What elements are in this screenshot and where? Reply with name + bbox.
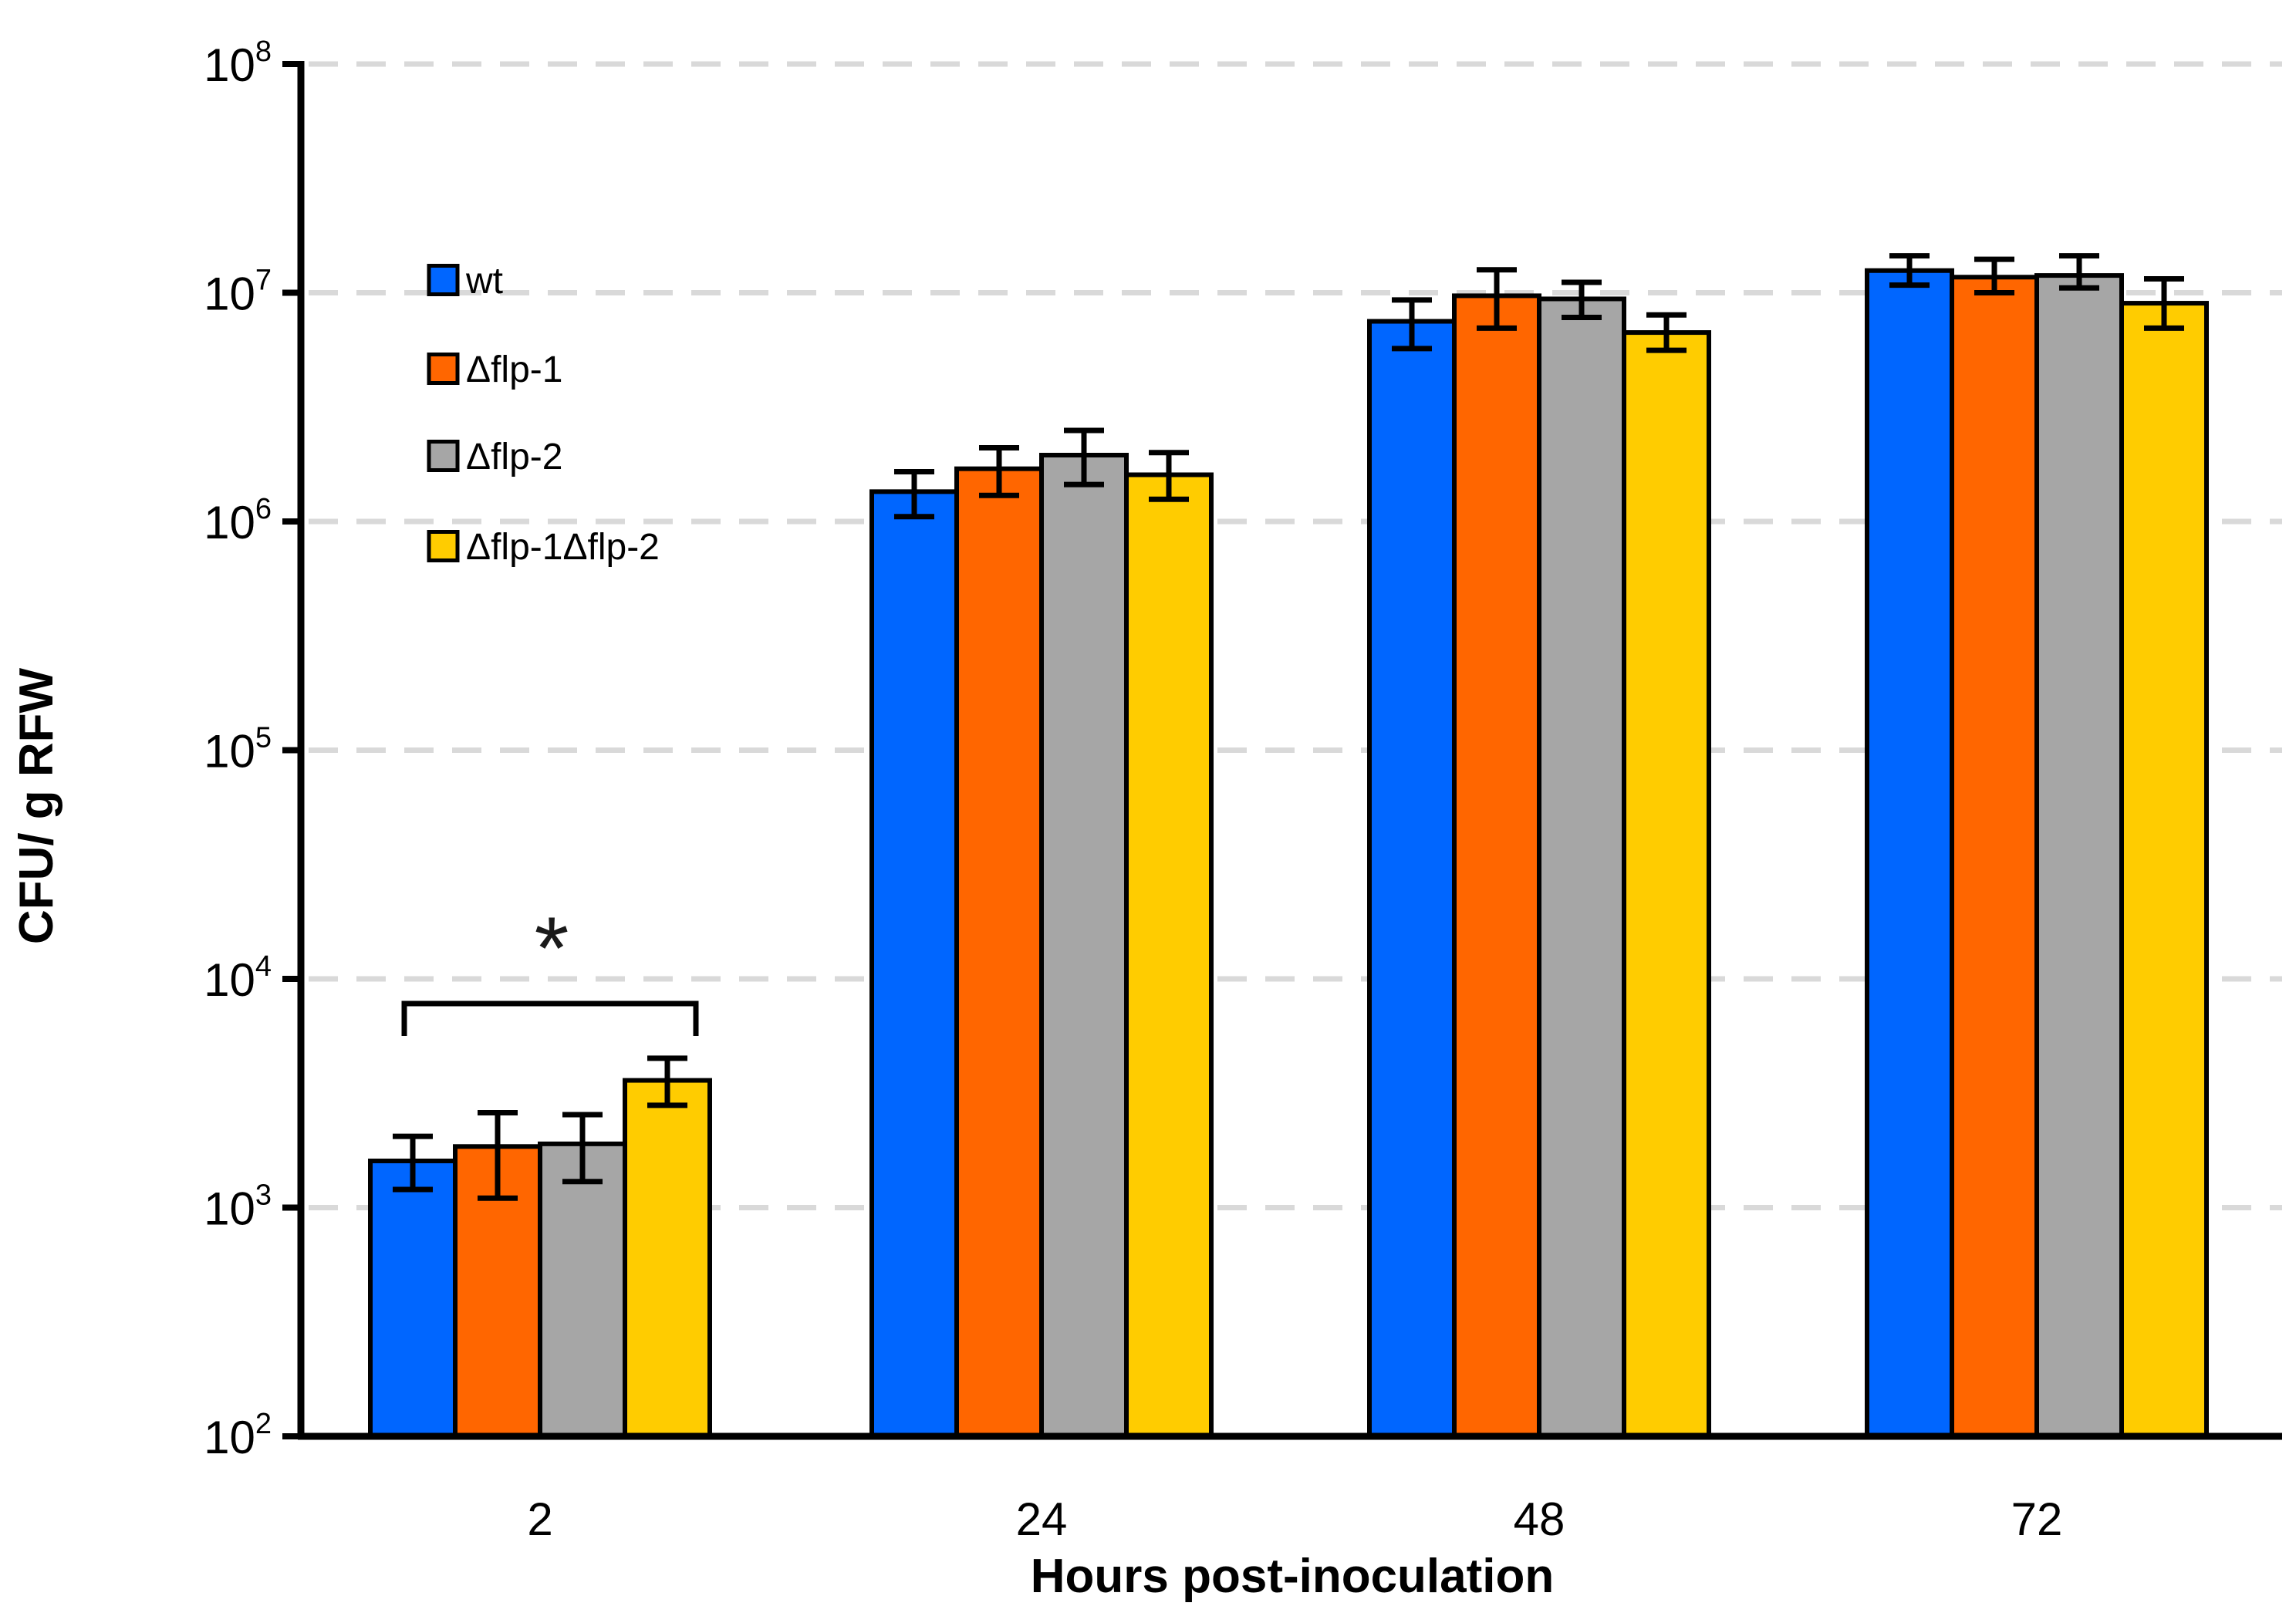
bar-Δflp-2-24h [1039, 453, 1129, 1439]
y-tick-label-1e4: 104 [204, 950, 272, 1006]
significance-asterisk: * [535, 899, 569, 998]
bar-wt-72h [1865, 268, 1954, 1439]
legend-swatch-Δflp-1 [427, 353, 460, 385]
y-axis-title: CFU/ g RFW [10, 667, 63, 945]
significance-bracket [401, 1000, 699, 1036]
legend-label-Δflp-2: Δflp-2 [466, 437, 562, 477]
x-tick-label-72h: 72 [2011, 1493, 2063, 1545]
bar-Δflp-1Δflp-2-48h [1622, 330, 1711, 1439]
bar-wt-48h [1367, 319, 1457, 1439]
x-axis-title: Hours post-inoculation [1030, 1550, 1555, 1603]
y-tick-label-1e7: 107 [204, 265, 272, 320]
bar-wt-24h [869, 489, 959, 1439]
x-tick-label-24h: 24 [1016, 1493, 1068, 1545]
y-tick-label-1e8: 108 [204, 35, 272, 91]
y-tick-label-1e5: 105 [204, 722, 272, 778]
y-tick-label-1e6: 106 [204, 493, 272, 548]
legend-label-wt: wt [465, 261, 503, 302]
y-tick-label-1e2: 102 [204, 1408, 272, 1463]
bar-Δflp-2-48h [1537, 296, 1626, 1439]
bar-Δflp-1-72h [1950, 275, 2039, 1439]
bar-Δflp-1Δflp-2-72h [2119, 301, 2209, 1439]
y-tick-label-1e3: 103 [204, 1179, 272, 1235]
legend-label-Δflp-1Δflp-2: Δflp-1Δflp-2 [466, 527, 660, 568]
bar-Δflp-1-48h [1452, 293, 1541, 1439]
legend-swatch-Δflp-1Δflp-2 [427, 530, 460, 562]
bar-Δflp-1Δflp-2-24h [1124, 472, 1214, 1439]
bar-Δflp-1-24h [954, 466, 1044, 1439]
legend-swatch-Δflp-2 [427, 440, 460, 472]
bar-wt-2h [368, 1158, 458, 1439]
legend-label-Δflp-1: Δflp-1 [466, 349, 562, 390]
bar-Δflp-1Δflp-2-2h [623, 1078, 712, 1439]
x-tick-label-2h: 2 [527, 1493, 552, 1545]
bar-Δflp-2-72h [2034, 273, 2124, 1439]
x-tick-label-48h: 48 [1514, 1493, 1565, 1545]
legend-swatch-wt [427, 264, 460, 296]
bar-Δflp-2-2h [538, 1141, 627, 1439]
